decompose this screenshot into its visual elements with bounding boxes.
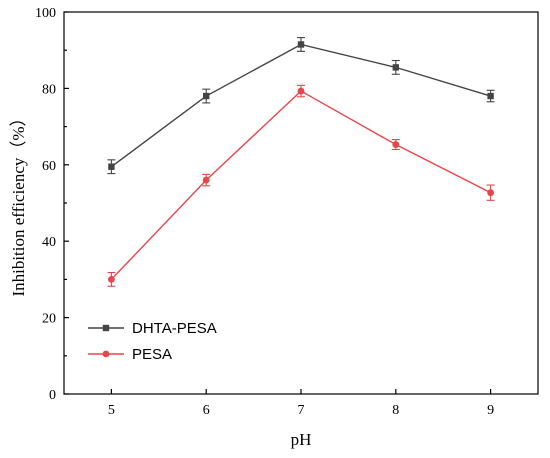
series-pesa xyxy=(107,84,495,287)
data-point xyxy=(297,41,305,48)
y-tick-label: 40 xyxy=(42,235,56,250)
legend: DHTA-PESA PESA xyxy=(88,320,217,363)
y-tick-label: 20 xyxy=(42,312,56,327)
data-point xyxy=(108,163,115,170)
x-tick-label: 5 xyxy=(108,403,115,418)
data-point xyxy=(108,276,115,283)
x-axis-title: pH xyxy=(291,430,312,449)
data-point xyxy=(392,141,400,148)
y-tick-label: 0 xyxy=(49,388,56,403)
legend-label: DHTA-PESA xyxy=(132,320,217,337)
series-dhta-pesa xyxy=(107,37,495,175)
x-tick-label: 7 xyxy=(298,403,305,418)
data-point xyxy=(487,92,494,100)
y-tick-label: 60 xyxy=(42,159,56,174)
data-point xyxy=(203,92,210,100)
x-axis-ticks: 5 6 7 8 9 xyxy=(108,389,494,418)
x-tick-label: 8 xyxy=(392,403,399,418)
x-tick-label: 6 xyxy=(203,403,210,418)
data-point xyxy=(392,64,399,71)
y-axis-title: Inhibition efficiency（%） xyxy=(9,109,28,296)
y-tick-label: 100 xyxy=(35,6,56,21)
legend-label: PESA xyxy=(132,346,172,363)
y-tick-label: 80 xyxy=(42,82,56,97)
series-line xyxy=(110,90,491,280)
series-line xyxy=(110,43,491,168)
series-layer xyxy=(107,37,495,287)
legend-marker xyxy=(102,324,110,332)
data-point xyxy=(202,176,210,184)
x-tick-label: 9 xyxy=(487,403,494,418)
y-axis-ticks: 0 20 40 60 80 100 xyxy=(35,6,69,403)
data-point xyxy=(297,87,305,95)
legend-marker xyxy=(102,350,110,358)
data-point xyxy=(487,189,494,197)
